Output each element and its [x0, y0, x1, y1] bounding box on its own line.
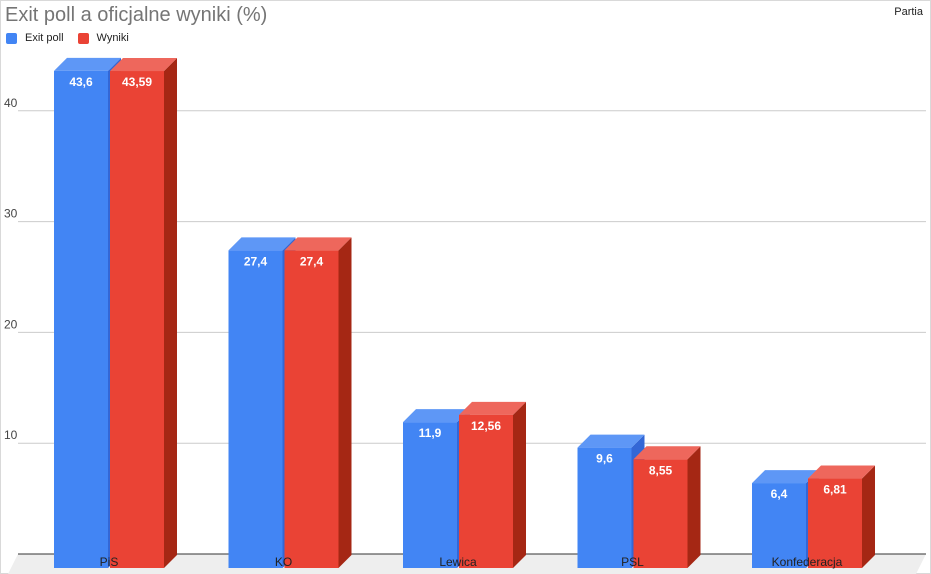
data-label: 12,56 [471, 419, 501, 433]
bar [403, 422, 457, 568]
x-tick-label: PSL [621, 555, 644, 569]
y-tick-label: 10 [4, 428, 18, 442]
bar [633, 459, 688, 568]
bar-side [338, 237, 352, 568]
bar-side [862, 465, 875, 568]
y-tick-label: 30 [4, 207, 18, 221]
x-tick-label: KO [275, 555, 292, 569]
bar-top [752, 470, 819, 484]
bar-top [228, 237, 296, 251]
data-label: 6,4 [771, 487, 788, 501]
bar-top [459, 401, 526, 415]
bar [752, 483, 806, 568]
legend-label-exit-poll: Exit poll [25, 32, 64, 44]
chart-title: Exit poll a oficjalne wyniki (%) [5, 4, 268, 26]
y-tick-label: 40 [4, 96, 18, 110]
bar [228, 250, 283, 568]
data-label: 27,4 [244, 254, 268, 268]
bar [808, 478, 862, 568]
legend[interactable]: Exit poll Wyniki [6, 32, 129, 44]
data-label: 27,4 [300, 254, 324, 268]
bar-top [403, 409, 470, 423]
bar [284, 250, 339, 568]
bar-top [577, 434, 645, 448]
bar [459, 414, 513, 568]
y-tick-label: 20 [4, 317, 18, 331]
data-label: 43,59 [122, 75, 152, 89]
bar-top [54, 57, 121, 71]
x-tick-label: Lewica [439, 555, 477, 569]
bar-side [164, 58, 177, 569]
legend-item-exit-poll[interactable]: Exit poll [6, 32, 64, 44]
bar-side [513, 401, 526, 568]
bar-top [633, 446, 701, 460]
corner-label: Partia [894, 6, 923, 18]
data-label: 43,6 [69, 75, 93, 89]
legend-swatch-exit-poll [6, 32, 17, 44]
x-tick-label: PiS [100, 555, 119, 569]
bar [577, 447, 632, 568]
bar-top [808, 465, 875, 479]
data-label: 8,55 [649, 463, 673, 477]
x-tick-label: Konfederacja [772, 555, 843, 569]
data-label: 6,81 [823, 483, 847, 497]
data-label: 9,6 [596, 452, 613, 466]
bar-side [687, 446, 701, 568]
legend-label-wyniki: Wyniki [96, 32, 129, 44]
bar-top [284, 237, 352, 251]
data-label: 11,9 [419, 426, 442, 440]
legend-swatch-wyniki [77, 32, 89, 44]
bar [110, 71, 164, 568]
bar [54, 70, 108, 569]
bar-top [110, 58, 177, 72]
legend-item-wyniki[interactable]: Wyniki [77, 32, 129, 44]
